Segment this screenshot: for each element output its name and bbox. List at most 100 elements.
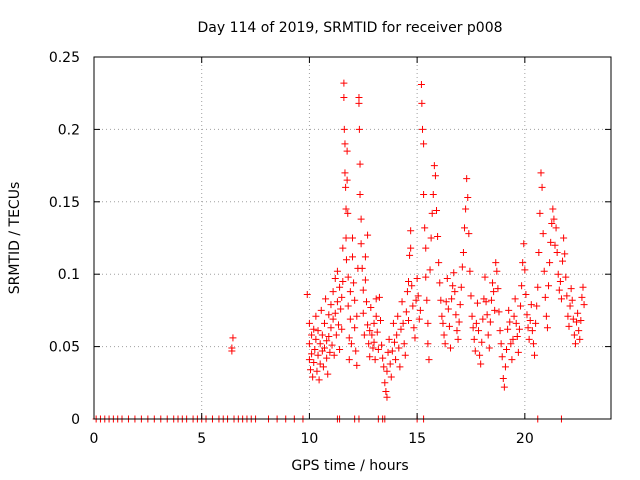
data-point <box>372 312 380 320</box>
data-point <box>370 338 378 346</box>
data-point <box>312 335 320 343</box>
data-point <box>578 293 586 301</box>
data-point <box>338 293 346 301</box>
chart-title: Day 114 of 2019, SRMTID for receiver p00… <box>197 20 502 36</box>
data-point <box>343 147 351 155</box>
data-point <box>568 296 576 304</box>
data-point <box>316 360 324 368</box>
data-point <box>305 356 313 364</box>
data-point <box>528 327 536 335</box>
data-point <box>385 335 393 343</box>
data-point <box>507 340 515 348</box>
data-point <box>333 267 341 275</box>
data-point <box>412 296 420 304</box>
data-point <box>508 356 516 364</box>
data-point <box>465 230 473 238</box>
data-point <box>455 318 463 326</box>
data-point <box>540 267 548 275</box>
data-point <box>334 321 342 329</box>
data-point <box>543 324 551 332</box>
data-point <box>315 376 323 384</box>
data-point <box>327 301 335 309</box>
data-point <box>371 356 379 364</box>
data-point <box>416 306 424 314</box>
data-point <box>563 292 571 300</box>
data-point <box>513 332 521 340</box>
data-point <box>541 293 549 301</box>
data-point <box>361 253 369 261</box>
data-point <box>561 250 569 258</box>
data-point <box>317 306 325 314</box>
data-point <box>359 286 367 294</box>
data-point <box>478 338 486 346</box>
data-point <box>527 301 535 309</box>
data-point <box>356 191 364 199</box>
data-point <box>442 298 450 306</box>
data-point <box>533 302 541 310</box>
data-point <box>523 311 531 319</box>
data-point <box>518 282 526 290</box>
data-point <box>407 244 415 252</box>
data-point <box>511 295 519 303</box>
data-point <box>308 331 316 339</box>
data-point <box>351 296 359 304</box>
data-point <box>369 344 377 352</box>
data-point <box>445 322 453 330</box>
data-point <box>512 319 520 327</box>
data-point <box>424 319 432 327</box>
data-point <box>329 288 337 296</box>
data-point <box>314 327 322 335</box>
data-point <box>353 361 361 369</box>
data-point <box>380 363 388 371</box>
data-point <box>431 172 439 180</box>
grid-lines <box>94 57 611 419</box>
data-point <box>351 324 359 332</box>
data-point <box>545 282 553 290</box>
data-point <box>506 318 514 326</box>
data-point <box>387 373 395 381</box>
data-point <box>319 363 327 371</box>
data-point <box>375 293 383 301</box>
x-tick-label: 0 <box>90 431 99 447</box>
data-point <box>430 162 438 170</box>
data-point <box>522 290 530 298</box>
data-point <box>524 324 532 332</box>
data-point <box>405 277 413 285</box>
data-point <box>451 288 459 296</box>
data-point <box>490 288 498 296</box>
data-point <box>415 315 423 323</box>
data-point <box>467 292 475 300</box>
data-point <box>481 273 489 281</box>
data-point <box>441 340 449 348</box>
data-point <box>422 244 430 252</box>
data-point <box>325 311 333 319</box>
data-point <box>536 209 544 217</box>
data-point <box>554 270 562 278</box>
x-tick-label: 15 <box>408 431 426 447</box>
data-point <box>505 306 513 314</box>
data-point <box>580 301 588 309</box>
data-point <box>374 345 382 353</box>
data-point <box>391 338 399 346</box>
data-point <box>463 175 471 183</box>
data-point <box>382 387 390 395</box>
data-point <box>392 356 400 364</box>
data-point <box>436 279 444 287</box>
data-point <box>229 334 237 342</box>
data-point <box>312 312 320 320</box>
data-point <box>556 277 564 285</box>
data-point <box>547 238 555 246</box>
data-point <box>318 331 326 339</box>
data-point <box>565 322 573 330</box>
data-point <box>537 169 545 177</box>
data-point <box>529 340 537 348</box>
data-point <box>411 334 419 342</box>
data-point <box>383 393 391 401</box>
y-tick-label: 0.2 <box>58 122 80 138</box>
data-point <box>437 296 445 304</box>
data-point <box>417 81 425 89</box>
data-point <box>422 273 430 281</box>
data-point <box>399 319 407 327</box>
data-point <box>361 276 369 284</box>
data-point <box>535 248 543 256</box>
